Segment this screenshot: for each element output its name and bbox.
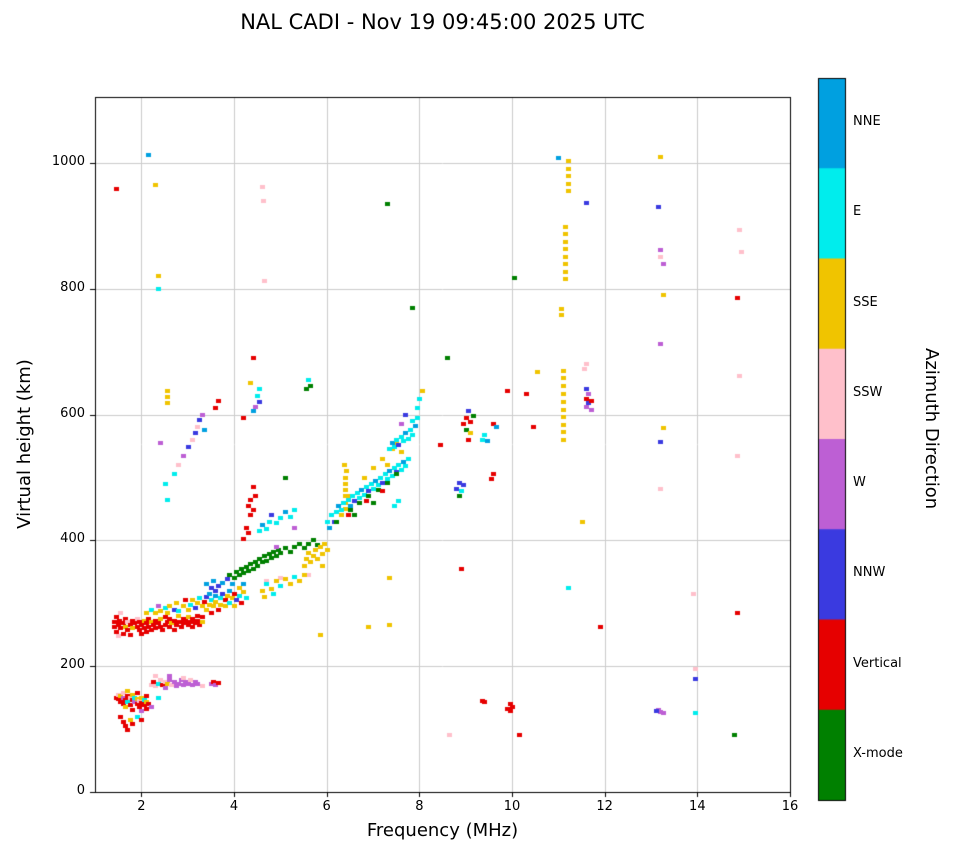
x-tick-label: 8 (415, 799, 424, 814)
x-tick-label: 16 (781, 799, 799, 814)
x-tick-label: 10 (503, 799, 521, 814)
colorbar-category-label: X-mode (853, 745, 903, 761)
y-tick-label: 600 (60, 405, 85, 421)
y-tick-label: 800 (60, 279, 85, 295)
x-axis-label: Frequency (MHz) (366, 820, 519, 841)
x-tick-label: 2 (137, 799, 146, 814)
colorbar-category-label: W (853, 475, 866, 491)
x-tick-label: 6 (322, 799, 331, 814)
colorbar-category-label: E (853, 204, 862, 220)
x-tick-label: 12 (596, 799, 613, 814)
colorbar-category-label: SSW (853, 384, 883, 400)
chart-title: NAL CADI - Nov 19 09:45:00 2025 UTC (240, 10, 645, 34)
colorbar-category-label: SSE (853, 294, 878, 310)
y-tick-label: 0 (76, 783, 85, 798)
colorbar-category-label: NNW (853, 565, 886, 581)
x-tick-label: 14 (689, 799, 706, 814)
colorbar-category-label: Vertical (853, 655, 902, 671)
colorbar-category-label: NNE (853, 114, 881, 130)
colorbar-axis-label: Azimuth Direction (921, 347, 942, 510)
y-axis-label: Virtual height (km) (14, 359, 35, 529)
y-tick-label: 200 (60, 657, 85, 673)
y-tick-label: 1000 (51, 154, 85, 170)
x-tick-label: 4 (229, 799, 239, 814)
y-tick-label: 400 (60, 531, 85, 547)
